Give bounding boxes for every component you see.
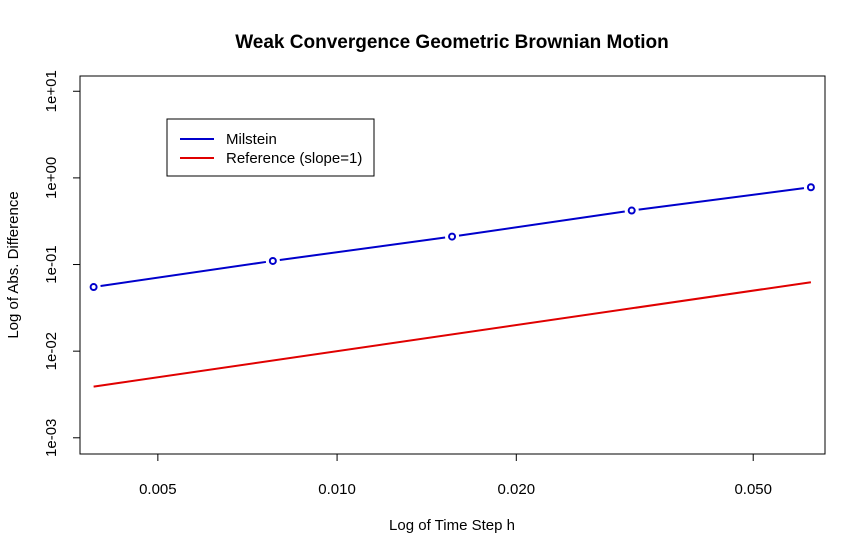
series-milstein-point-4 (806, 183, 815, 192)
legend-label-reference: Reference (slope=1) (226, 150, 362, 167)
series-milstein-segment-3 (638, 187, 805, 211)
y-tick-label-2: 1e-01 (43, 245, 60, 283)
series-layer (89, 183, 815, 388)
x-tick-label-1: 0.010 (318, 481, 356, 498)
x-axis-label: Log of Time Step h (389, 517, 515, 534)
y-tick-label-0: 1e-03 (43, 419, 60, 457)
series-milstein-segment-1 (279, 236, 446, 261)
series-milstein-segment-2 (458, 210, 625, 237)
legend: Milstein Reference (slope=1) (166, 118, 375, 177)
legend-box (166, 118, 375, 177)
series-milstein-point-1 (268, 256, 277, 265)
y-tick-label-3: 1e+00 (43, 157, 60, 199)
legend-label-milstein: Milstein (226, 131, 277, 148)
x-tick-label-3: 0.050 (734, 481, 772, 498)
series-milstein-segment-0 (100, 260, 267, 287)
y-axis: 1e-03 1e-02 1e-01 1e+00 1e+01 (43, 70, 81, 457)
series-milstein-point-2 (448, 232, 457, 241)
y-tick-label-4: 1e+01 (43, 70, 60, 112)
y-axis-label: Log of Abs. Difference (5, 191, 22, 338)
x-axis: 0.005 0.010 0.020 0.050 (139, 453, 772, 498)
y-tick-label-1: 1e-02 (43, 332, 60, 370)
series-reference-line (93, 281, 812, 388)
chart-title: Weak Convergence Geometric Brownian Moti… (235, 32, 669, 53)
x-tick-label-0: 0.005 (139, 481, 177, 498)
x-tick-label-2: 0.020 (498, 481, 536, 498)
series-reference (93, 281, 812, 388)
series-milstein (89, 183, 815, 292)
series-milstein-point-3 (627, 206, 636, 215)
series-milstein-point-0 (89, 283, 98, 292)
